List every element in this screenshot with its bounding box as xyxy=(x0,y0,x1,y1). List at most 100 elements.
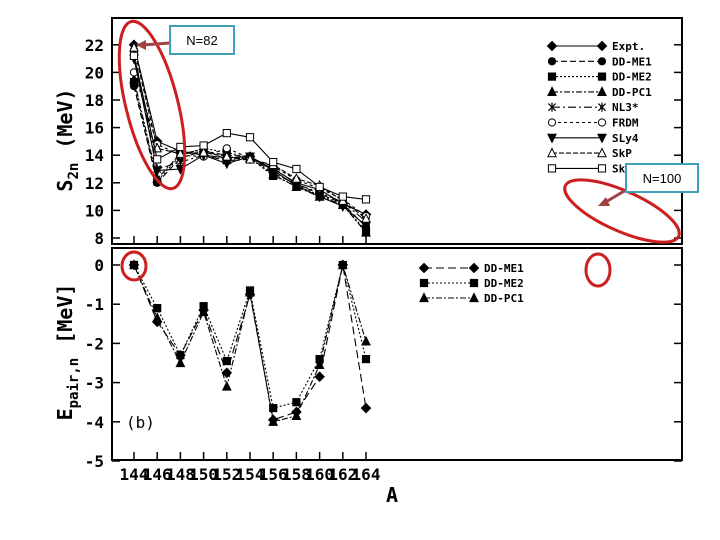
top-series-group xyxy=(128,39,372,237)
xtick-label: 160 xyxy=(305,465,334,484)
highlight-a144-pair-circle xyxy=(120,250,148,282)
top-ytick-label: 18 xyxy=(85,91,104,110)
xtick-label: 154 xyxy=(236,465,265,484)
data-point-dd-me2 xyxy=(153,304,162,313)
legend-marker-start xyxy=(419,278,429,288)
data-point-skp xyxy=(175,148,186,158)
data-point-skm- xyxy=(269,158,278,167)
xtick-label: 156 xyxy=(259,465,288,484)
series-line-dd-me1 xyxy=(133,86,367,228)
data-point-skp xyxy=(198,146,209,157)
bottom-ytick-label: -4 xyxy=(85,413,104,432)
top-ylabel-unit: (MeV) xyxy=(53,88,77,148)
bottom-ytick-label: -5 xyxy=(85,452,104,471)
legend-marker-start xyxy=(547,57,557,66)
top-legend: Expt.DD-ME1DD-ME2DD-PC1NL3*FRDMSLy4SkPSk… xyxy=(546,40,652,175)
top-ytick-label: 20 xyxy=(85,63,104,82)
data-point-dd-pc1 xyxy=(314,359,325,370)
legend-label: DD-ME1 xyxy=(484,262,524,275)
series-line-frdm xyxy=(133,72,367,217)
top-ytick-label: 10 xyxy=(85,201,104,220)
series-line-skm- xyxy=(133,55,367,200)
data-point-skm- xyxy=(292,164,301,174)
top-panel-frame xyxy=(111,17,683,245)
callout-n100: N=100 xyxy=(598,163,699,206)
data-point-skp xyxy=(221,150,232,161)
legend-marker-end xyxy=(597,72,607,81)
bottom-y-axis-label: Epair,n [MeV] xyxy=(53,284,82,421)
data-point-dd-pc1 xyxy=(129,259,139,270)
data-point-skp xyxy=(245,153,255,164)
callout-n82-text: N=82 xyxy=(186,33,217,48)
legend-label: NL3* xyxy=(612,101,639,114)
legend-label: Expt. xyxy=(612,40,645,53)
legend-marker-start xyxy=(547,133,557,144)
data-point-dd-pc1 xyxy=(152,312,163,323)
legend-label: DD-ME2 xyxy=(484,277,524,290)
legend-label: DD-ME1 xyxy=(612,55,652,68)
data-point-skm- xyxy=(153,155,162,164)
callout-n82-arrowhead xyxy=(136,40,146,50)
bottom-y-ticks: 0 -1 -2 -3 -4 -5 xyxy=(85,256,682,471)
top-ytick-label: 12 xyxy=(85,174,104,193)
legend-label: FRDM xyxy=(612,117,639,130)
svg-text:Epair,n[MeV]: Epair,n [MeV] xyxy=(53,284,82,421)
bottom-legend: DD-ME1 DD-ME2 DD-PC1 xyxy=(418,262,524,305)
legend-label: DD-ME2 xyxy=(612,71,652,84)
legend-marker-end xyxy=(597,118,607,127)
data-point-dd-me1 xyxy=(314,371,325,383)
xtick-label: 158 xyxy=(282,465,311,484)
bottom-ylabel-main: E xyxy=(53,408,77,420)
legend-marker-end xyxy=(468,262,480,274)
callout-n82-box xyxy=(169,25,235,55)
legend-marker-end xyxy=(596,40,608,52)
bottom-ytick-label: 0 xyxy=(94,256,104,275)
legend-marker-start xyxy=(418,262,430,274)
legend-marker-start xyxy=(419,292,429,303)
bottom-ytick-label: -2 xyxy=(85,334,104,353)
data-point-dd-pc1 xyxy=(291,410,302,421)
top-ytick-label: 8 xyxy=(94,229,104,248)
top-ylabel-main: S xyxy=(53,180,77,192)
x-axis-label: A xyxy=(386,483,398,507)
legend-marker-end xyxy=(469,292,479,303)
legend-marker-end xyxy=(597,147,607,158)
data-point-dd-pc1 xyxy=(268,416,279,426)
legend-marker-end xyxy=(469,278,479,288)
legend-marker-start xyxy=(547,86,557,96)
legend-label: DD-PC1 xyxy=(612,86,652,99)
highlight-a162-pair-circle xyxy=(584,252,612,288)
bottom-ytick-label: -1 xyxy=(85,295,104,314)
data-point-dd-pc1 xyxy=(361,226,371,237)
data-point-dd-me2 xyxy=(222,356,231,366)
data-point-dd-me2 xyxy=(292,398,301,407)
data-point-sly4 xyxy=(314,192,325,203)
data-point-frdm xyxy=(222,144,231,153)
data-point-dd-pc1 xyxy=(337,259,348,270)
callout-n82-arrow xyxy=(141,41,171,47)
top-y-ticks: 8 10 12 14 16 18 20 22 xyxy=(85,36,682,248)
data-point-dd-pc1 xyxy=(221,380,232,391)
callout-n100-box xyxy=(625,163,699,193)
data-point-skm- xyxy=(199,141,208,150)
data-point-skm- xyxy=(176,142,185,152)
data-point-dd-me1 xyxy=(360,402,372,414)
bottom-ylabel-unit: [MeV] xyxy=(53,284,77,344)
data-point-skp xyxy=(361,212,371,223)
xtick-label: 152 xyxy=(212,465,241,484)
data-point-dd-pc1 xyxy=(198,306,209,317)
data-point-skm- xyxy=(129,51,139,60)
bottom-panel-frame xyxy=(111,247,683,461)
data-point-skm- xyxy=(338,192,347,201)
data-point-skm- xyxy=(361,195,371,204)
callout-n82: N=82 xyxy=(136,25,235,55)
data-point-sly4 xyxy=(152,166,163,177)
legend-marker-start xyxy=(547,72,557,81)
data-point-skp xyxy=(129,41,139,52)
xtick-label: 148 xyxy=(166,465,195,484)
legend-marker-end xyxy=(597,86,607,96)
top-ylabel-sub: 2n xyxy=(66,163,82,180)
xtick-label: 144 xyxy=(120,465,149,484)
legend-marker-start xyxy=(547,102,557,112)
